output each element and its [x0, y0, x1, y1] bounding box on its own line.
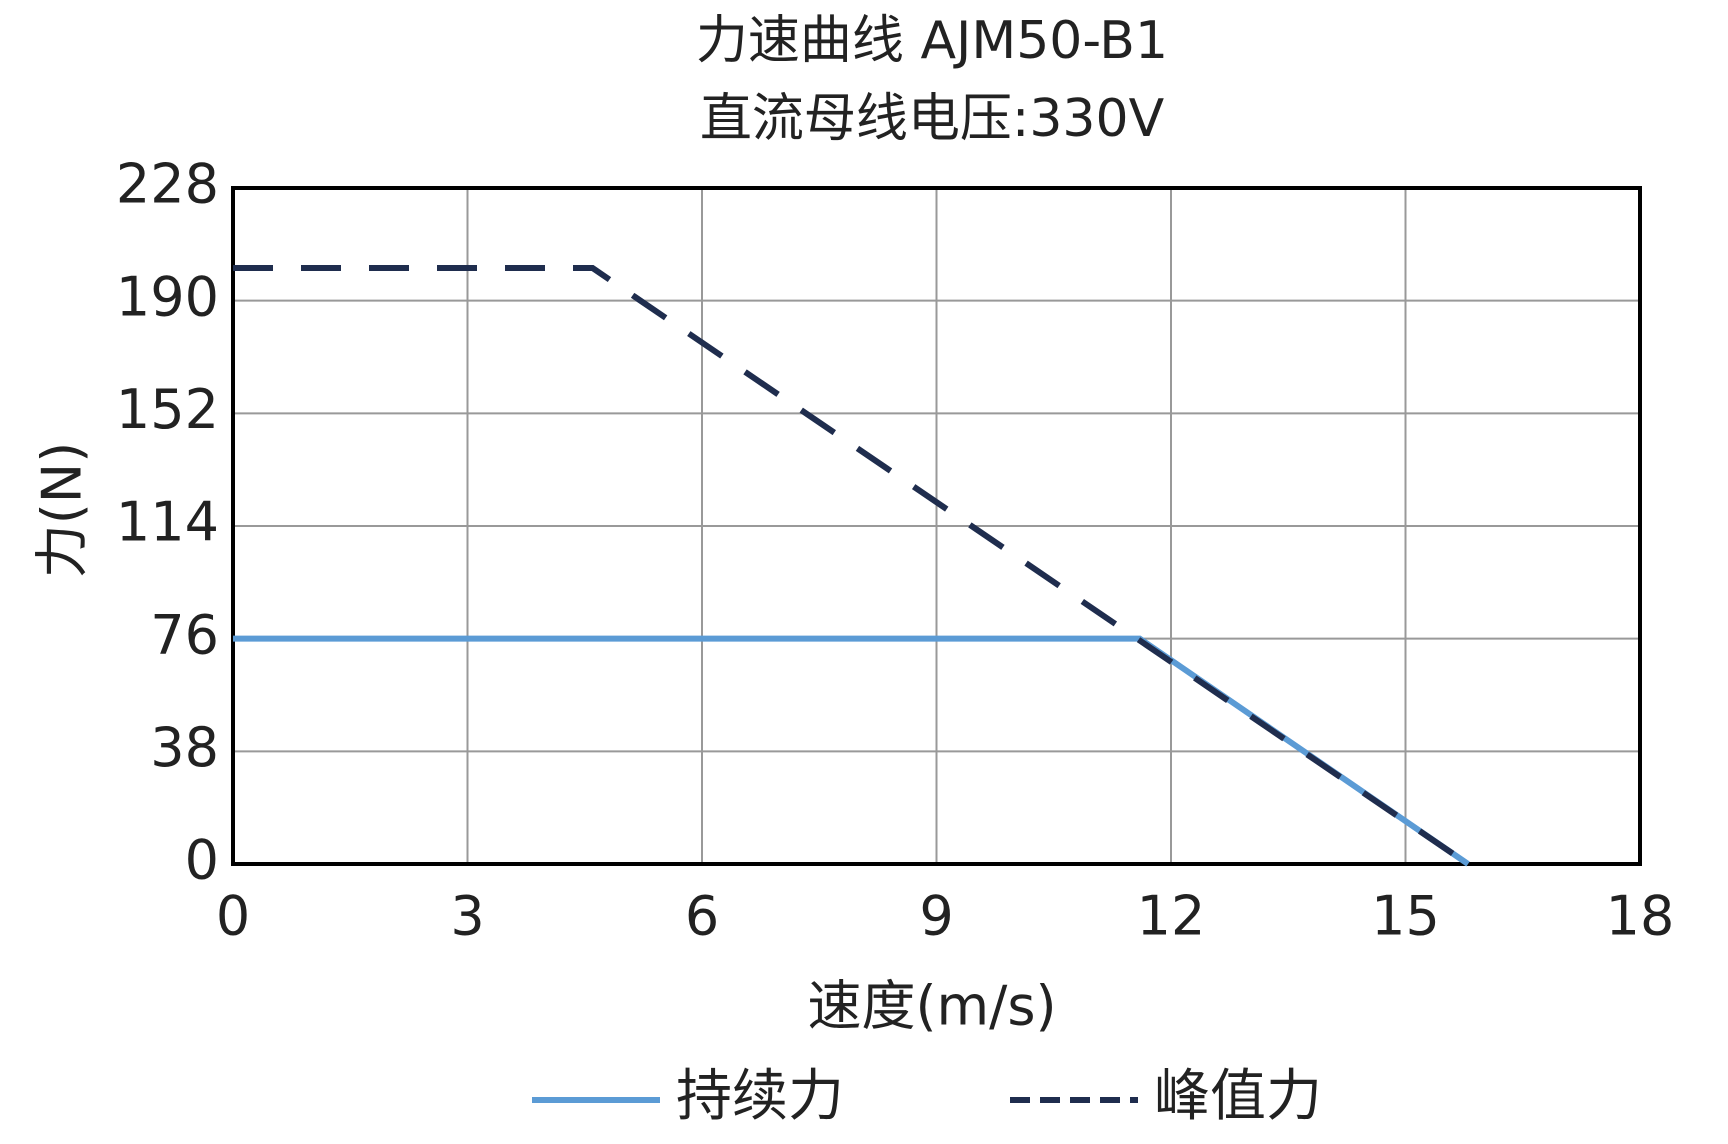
y-tick-label: 190 — [116, 265, 219, 328]
y-tick-label: 38 — [150, 716, 219, 779]
y-tick-label: 152 — [116, 378, 219, 441]
series-line — [233, 265, 1470, 867]
y-axis-label: 力(N) — [31, 442, 94, 579]
chart-title: 力速曲线 AJM50-B1 — [696, 11, 1168, 71]
y-tick-label: 76 — [150, 603, 219, 666]
x-axis-label: 速度(m/s) — [807, 975, 1056, 1038]
x-tick-label: 18 — [1606, 885, 1675, 948]
y-tick-label: 114 — [116, 491, 219, 554]
legend-label: 持续力 — [676, 1064, 844, 1129]
x-tick-label: 12 — [1137, 885, 1206, 948]
plot-frame — [231, 186, 1642, 866]
x-tick-label: 0 — [216, 885, 250, 948]
x-tick-label: 15 — [1371, 885, 1440, 948]
legend-label: 峰值力 — [1154, 1064, 1322, 1129]
chart-subtitle: 直流母线电压:330V — [700, 89, 1165, 149]
x-tick-label: 9 — [919, 885, 953, 948]
x-tick-label: 3 — [450, 885, 484, 948]
y-tick-label: 0 — [185, 829, 219, 892]
x-tick-label: 6 — [685, 885, 719, 948]
y-tick-label: 228 — [116, 153, 219, 216]
